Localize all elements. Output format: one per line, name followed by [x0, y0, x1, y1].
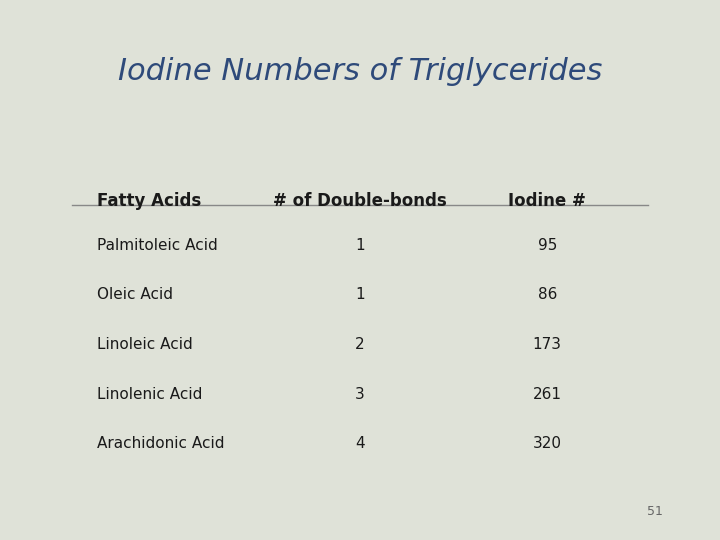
Text: Iodine #: Iodine #	[508, 192, 586, 210]
Text: 51: 51	[647, 505, 662, 518]
Text: Fatty Acids: Fatty Acids	[97, 192, 202, 210]
Text: 86: 86	[538, 287, 557, 302]
Text: 1: 1	[355, 238, 365, 253]
Text: Arachidonic Acid: Arachidonic Acid	[97, 436, 225, 451]
Text: 261: 261	[533, 387, 562, 402]
Text: 2: 2	[355, 337, 365, 352]
Text: # of Double-bonds: # of Double-bonds	[273, 192, 447, 210]
Text: 4: 4	[355, 436, 365, 451]
Text: 95: 95	[538, 238, 557, 253]
Text: Linolenic Acid: Linolenic Acid	[97, 387, 202, 402]
Text: 173: 173	[533, 337, 562, 352]
Text: Linoleic Acid: Linoleic Acid	[97, 337, 193, 352]
Text: 1: 1	[355, 287, 365, 302]
Text: 3: 3	[355, 387, 365, 402]
Text: Palmitoleic Acid: Palmitoleic Acid	[97, 238, 218, 253]
Text: Iodine Numbers of Triglycerides: Iodine Numbers of Triglycerides	[118, 57, 602, 86]
Text: 320: 320	[533, 436, 562, 451]
Text: Oleic Acid: Oleic Acid	[97, 287, 174, 302]
